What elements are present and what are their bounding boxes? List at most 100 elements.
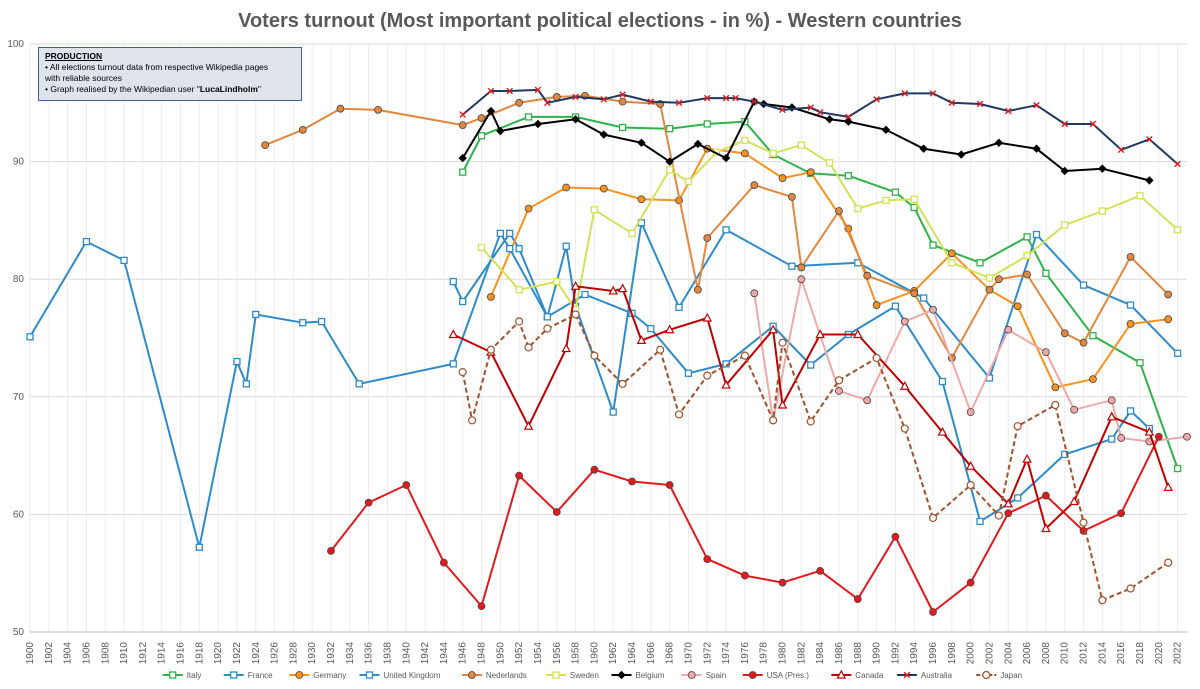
legend-item: Canada [831, 669, 884, 680]
data-point [1004, 509, 1013, 518]
data-point [544, 99, 551, 107]
x-tick-label: 1938 [382, 642, 393, 665]
x-tick-label: 1940 [401, 642, 412, 665]
series-line [489, 147, 1169, 389]
data-point [486, 106, 496, 116]
data-point [816, 566, 825, 575]
x-tick-label: 1916 [176, 642, 187, 665]
data-point [523, 420, 534, 430]
data-point [1023, 233, 1031, 241]
data-point [552, 508, 561, 516]
data-point [891, 188, 900, 196]
data-point [722, 226, 730, 234]
data-point [1126, 319, 1135, 328]
data-point [732, 94, 739, 102]
data-point [506, 244, 514, 253]
data-point [740, 351, 749, 360]
data-point [825, 159, 834, 167]
series-line [264, 94, 1169, 359]
data-point [750, 181, 759, 190]
data-point [740, 149, 749, 158]
data-point [298, 125, 307, 134]
data-point [899, 380, 910, 390]
data-point [872, 353, 881, 363]
data-point [684, 177, 693, 186]
data-point [929, 305, 937, 314]
data-point [1032, 230, 1041, 239]
legend-label: Sweden [570, 671, 599, 680]
data-point [966, 480, 975, 490]
data-point [1107, 396, 1116, 405]
data-point [919, 144, 928, 153]
data-point [873, 95, 880, 103]
data-point [364, 498, 373, 507]
x-tick-label: 1960 [589, 642, 600, 665]
production-line-2: with reliable sources [45, 73, 123, 83]
data-point [1013, 422, 1022, 431]
x-tick-label: 2018 [1135, 642, 1146, 665]
data-point [533, 119, 543, 129]
data-point [835, 387, 843, 395]
production-note: PRODUCTION • All elections turnout data … [38, 47, 302, 101]
series-sweden [477, 136, 1182, 314]
x-tick-label: 1974 [721, 642, 732, 665]
series-line [462, 88, 1179, 165]
data-point [1164, 315, 1173, 324]
x-tick-label: 1954 [533, 642, 544, 665]
data-point [619, 91, 626, 98]
data-point [665, 481, 674, 489]
data-point [948, 99, 956, 107]
data-point [664, 324, 675, 334]
data-point [994, 138, 1004, 147]
data-point [599, 130, 609, 139]
data-point [617, 283, 628, 293]
data-point [750, 289, 759, 298]
x-tick-label: 1964 [627, 642, 638, 665]
data-point [665, 166, 674, 174]
data-point [636, 335, 647, 344]
legend-item: United Kingdom [359, 671, 441, 680]
series-usa-pres [327, 432, 1163, 616]
x-tick-label: 1998 [947, 642, 958, 665]
data-point [1108, 435, 1116, 443]
data-point [674, 410, 684, 419]
data-point [1060, 329, 1069, 338]
legend-item: USA (Pres.) [742, 671, 809, 680]
data-point [901, 90, 909, 97]
data-point [647, 98, 655, 105]
data-point [230, 671, 238, 679]
x-tick-label: 1904 [63, 642, 74, 665]
data-point [1079, 281, 1088, 289]
data-point [1013, 302, 1022, 311]
data-point [891, 532, 900, 541]
data-point [1154, 432, 1163, 441]
data-point [590, 465, 599, 474]
data-point [600, 95, 608, 103]
series-canada [448, 280, 1173, 533]
x-tick-label: 1952 [514, 642, 525, 665]
data-point [562, 183, 571, 192]
data-point [938, 377, 947, 386]
x-tick-label: 1984 [815, 642, 826, 665]
legend-label: Germany [313, 671, 346, 680]
data-point [1033, 101, 1040, 109]
data-point [515, 317, 524, 326]
x-tick-label: 1908 [100, 642, 111, 665]
x-tick-label: 1992 [890, 642, 901, 665]
data-point [675, 99, 683, 107]
data-point [1126, 252, 1135, 261]
data-point [844, 172, 853, 180]
x-tick-label: 1968 [665, 642, 676, 665]
x-tick-label: 1948 [477, 642, 488, 665]
x-tick-label: 1936 [364, 642, 375, 665]
data-point [693, 139, 703, 149]
production-heading: PRODUCTION [45, 51, 103, 61]
data-point [1004, 325, 1013, 334]
y-tick-label: 90 [13, 157, 25, 168]
data-point [1098, 596, 1107, 605]
data-point [637, 195, 646, 204]
series-line [461, 115, 1179, 469]
data-point [543, 313, 552, 321]
data-point [721, 153, 731, 163]
data-point [656, 345, 665, 354]
